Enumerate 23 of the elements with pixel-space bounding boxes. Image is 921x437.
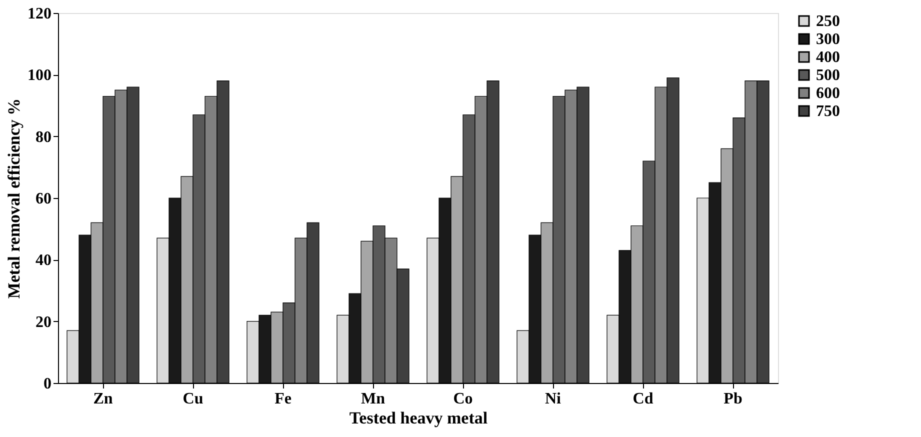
legend-label: 300 [816,31,840,48]
x-tick-label: Mn [361,390,386,408]
x-tick-label: Ni [545,390,562,408]
x-tick-label: Cu [182,390,204,408]
x-tick-label: Zn [93,390,113,408]
legend-label: 750 [816,103,840,120]
y-axis-title: Metal removal efficiency % [4,98,24,299]
y-tick-label: 20 [36,314,52,331]
y-tick-label: 100 [28,67,52,84]
legend-label: 400 [816,49,840,66]
y-tick-label: 0 [44,376,52,392]
y-tick-label: 40 [36,252,52,270]
x-axis-title: Tested heavy metal [349,408,488,428]
x-tick-label: Pb [724,390,742,408]
x-tick-label: Co [453,390,473,408]
legend-label: 600 [816,85,840,102]
x-tick-label: Cd [632,390,654,408]
legend-label: 250 [816,13,840,30]
y-tick-label: 120 [28,6,52,22]
y-tick-label: 80 [36,128,52,146]
x-tick-label: Fe [274,390,292,408]
y-tick-label: 60 [36,190,52,208]
legend-label: 500 [816,67,840,84]
